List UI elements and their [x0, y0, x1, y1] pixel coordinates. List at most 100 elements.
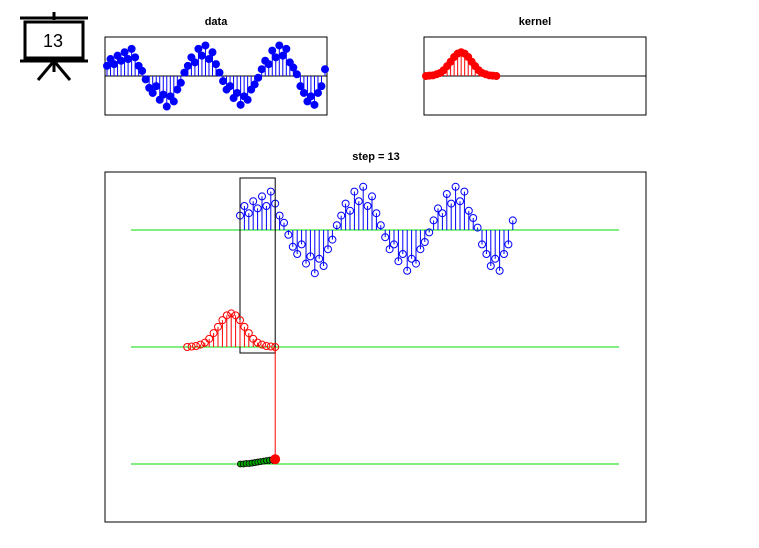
stem-marker [138, 66, 147, 75]
stem-marker [359, 182, 368, 191]
stem-marker [148, 88, 157, 97]
stem-marker [306, 92, 315, 101]
stem-marker [451, 182, 460, 191]
stem-marker [394, 257, 403, 266]
stem-marker [473, 223, 482, 232]
chart-title: data [205, 16, 229, 28]
stem-marker [372, 209, 381, 218]
stem-marker [491, 254, 500, 263]
stem-marker [341, 199, 350, 208]
stem-marker [257, 65, 266, 74]
stem-marker [249, 334, 258, 343]
step-number: 13 [43, 31, 63, 51]
stem-marker [478, 240, 486, 249]
stem-marker [173, 85, 182, 94]
stem-marker [332, 221, 341, 230]
stem-marker [124, 55, 133, 64]
stem-marker [317, 82, 326, 91]
stem-marker [407, 254, 416, 263]
stem-marker [254, 73, 263, 82]
stem-marker [103, 61, 111, 70]
stem-marker [390, 240, 398, 249]
stem-marker [297, 240, 306, 249]
chart-title: kernel [519, 16, 551, 28]
stem-marker [324, 245, 332, 254]
stem-marker [492, 72, 501, 80]
stem-marker [214, 322, 222, 331]
stem-marker [350, 187, 359, 196]
stem-marker [354, 197, 363, 206]
step-axes [104, 171, 647, 523]
stem-marker [296, 82, 305, 91]
stem-marker [363, 202, 372, 210]
stem-marker [385, 245, 394, 254]
output-marker [270, 454, 281, 465]
stem-marker [183, 61, 192, 70]
stem-marker [117, 56, 126, 65]
stem-marker [280, 218, 288, 227]
stem-marker [236, 316, 244, 325]
stem-marker [249, 197, 258, 206]
stem-marker [162, 102, 171, 111]
stem-marker [337, 211, 346, 220]
chart-title: step = 13 [352, 151, 399, 163]
stem-marker [222, 311, 231, 320]
stem-marker [209, 329, 218, 338]
stem-marker [508, 216, 517, 225]
stem-marker [456, 197, 464, 206]
stem-marker [226, 82, 235, 91]
stem-marker [250, 80, 259, 89]
stem-marker [212, 60, 220, 69]
stem-marker [215, 68, 224, 77]
stem-marker [253, 204, 262, 213]
stem-marker [289, 63, 298, 72]
stem-marker [192, 342, 200, 351]
stem-marker [120, 48, 129, 57]
stem-marker [313, 88, 322, 97]
stem-marker [204, 55, 213, 64]
stem-marker [288, 242, 297, 251]
stem-marker [264, 60, 273, 69]
stem-marker [190, 58, 199, 67]
stem-marker [244, 209, 253, 218]
stem-marker [187, 342, 196, 351]
stem-marker [284, 230, 293, 239]
stem-marker [319, 262, 328, 270]
slide-icon [20, 12, 88, 81]
stem-marker [200, 338, 209, 347]
stem-marker [231, 311, 240, 320]
stem-marker [368, 192, 376, 201]
stem-marker [302, 259, 310, 268]
stem-marker [412, 259, 420, 268]
stem-marker [469, 214, 478, 222]
stem-marker [486, 262, 495, 270]
stem-marker [293, 250, 302, 258]
stem-marker [183, 343, 192, 351]
stem-marker [275, 211, 284, 220]
stem-marker [275, 41, 284, 50]
window [239, 177, 276, 354]
stem-marker [227, 309, 236, 318]
stem-marker [420, 238, 429, 246]
stem-marker [194, 44, 203, 53]
stem-marker [434, 204, 442, 213]
stem-marker [425, 228, 434, 237]
stem-marker [321, 65, 329, 74]
stem-marker [398, 250, 407, 258]
stem-marker [141, 75, 150, 84]
stem-marker [110, 60, 119, 69]
stem-marker [131, 53, 140, 62]
stem-marker [438, 209, 447, 218]
stem-marker [233, 88, 242, 97]
stem-marker [240, 202, 249, 210]
stem-marker [219, 77, 228, 86]
stem-marker [299, 88, 308, 97]
stem-marker [416, 245, 425, 254]
stem-marker [127, 44, 136, 53]
stem-marker [495, 266, 504, 275]
stem-marker [169, 97, 178, 106]
stem-marker [460, 187, 469, 196]
stem-marker [500, 250, 508, 258]
stem-marker [268, 46, 277, 55]
